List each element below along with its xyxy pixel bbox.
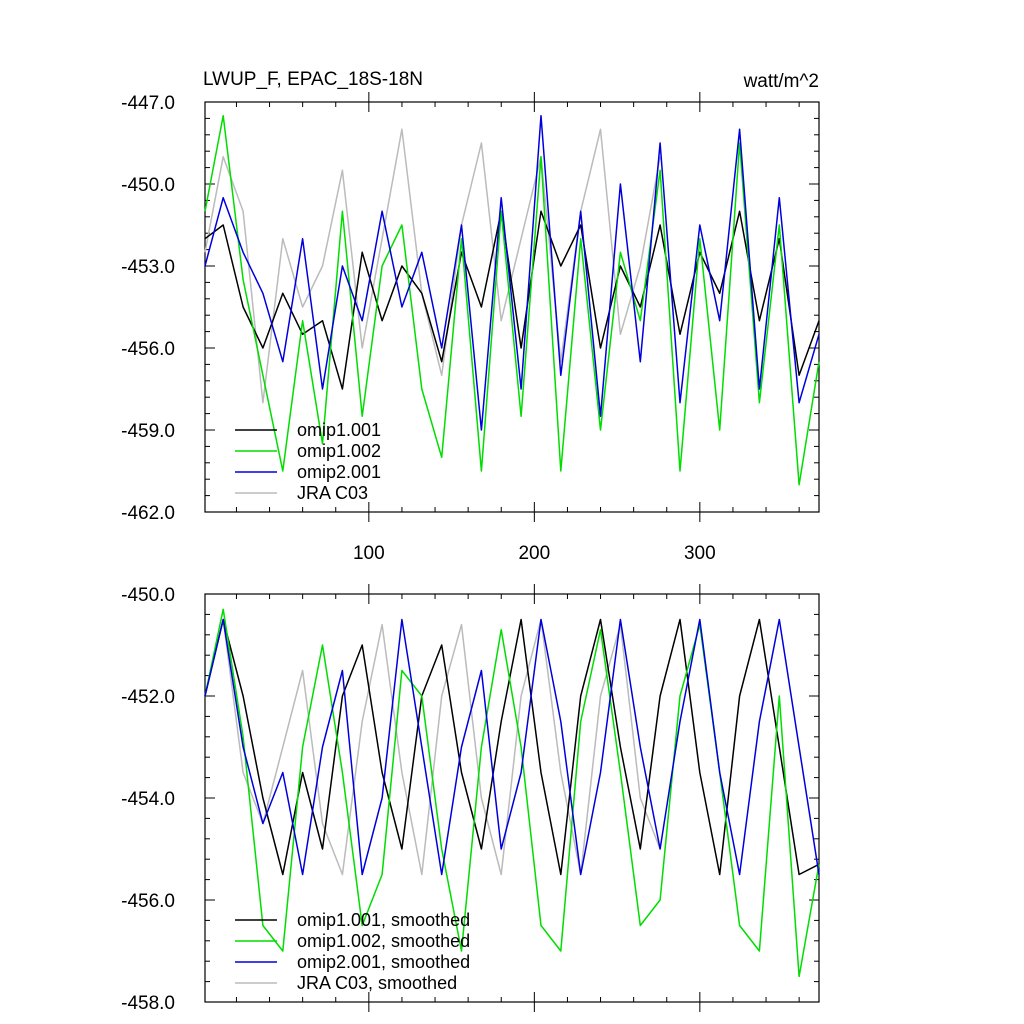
y-tick-label: -456.0 xyxy=(121,891,175,912)
y-tick-label: -459.0 xyxy=(121,421,175,442)
y-tick-label: -447.0 xyxy=(121,93,175,114)
y-tick-label: -458.0 xyxy=(121,993,175,1014)
series-line-omip2-001-smoothed xyxy=(204,618,820,876)
x-tick-label: 200 xyxy=(518,543,550,564)
series-line-jra-c03-smoothed xyxy=(204,618,661,876)
legend-label: omip2.001 xyxy=(297,462,381,482)
panel-1-title: LWUP_F, EPAC_18S-18N xyxy=(203,69,423,90)
panel-top: -447.0 -450.0 -453.0 -456.0 -459.0 -462.0 100 2… xyxy=(121,92,820,564)
series-line-omip1-002 xyxy=(204,114,820,486)
legend-label: omip1.002 xyxy=(297,441,381,461)
y-tick-label: -454.0 xyxy=(121,789,175,810)
legend-label: JRA C03 xyxy=(297,483,368,503)
series-line-omip1-001 xyxy=(204,210,820,390)
y-tick-label: -453.0 xyxy=(121,257,175,278)
series-line-omip1-001-smoothed xyxy=(204,618,820,876)
legend-label: omip1.001 xyxy=(297,420,381,440)
legend-label: omip1.001, smoothed xyxy=(297,910,470,930)
legend-label: JRA C03, smoothed xyxy=(297,973,457,993)
x-tick-label: 300 xyxy=(684,543,716,564)
y-tick-label: -456.0 xyxy=(121,339,175,360)
y-tick-label: -462.0 xyxy=(121,503,175,524)
series-line-omip2-001 xyxy=(204,114,820,431)
panel-1-units: watt/m^2 xyxy=(743,71,819,92)
y-tick-label: -450.0 xyxy=(121,585,175,606)
y-tick-label: -450.0 xyxy=(121,175,175,196)
y-tick-label: -452.0 xyxy=(121,687,175,708)
panel-bottom: -450.0 -452.0 -454.0 -456.0 -458.0 omip1.001,… xyxy=(121,584,820,1014)
legend-label: omip1.002, smoothed xyxy=(297,931,470,951)
legend-label: omip2.001, smoothed xyxy=(297,952,470,972)
plot-frame xyxy=(204,101,820,513)
series-line-jra-c03 xyxy=(204,128,661,404)
x-tick-label: 100 xyxy=(353,543,385,564)
